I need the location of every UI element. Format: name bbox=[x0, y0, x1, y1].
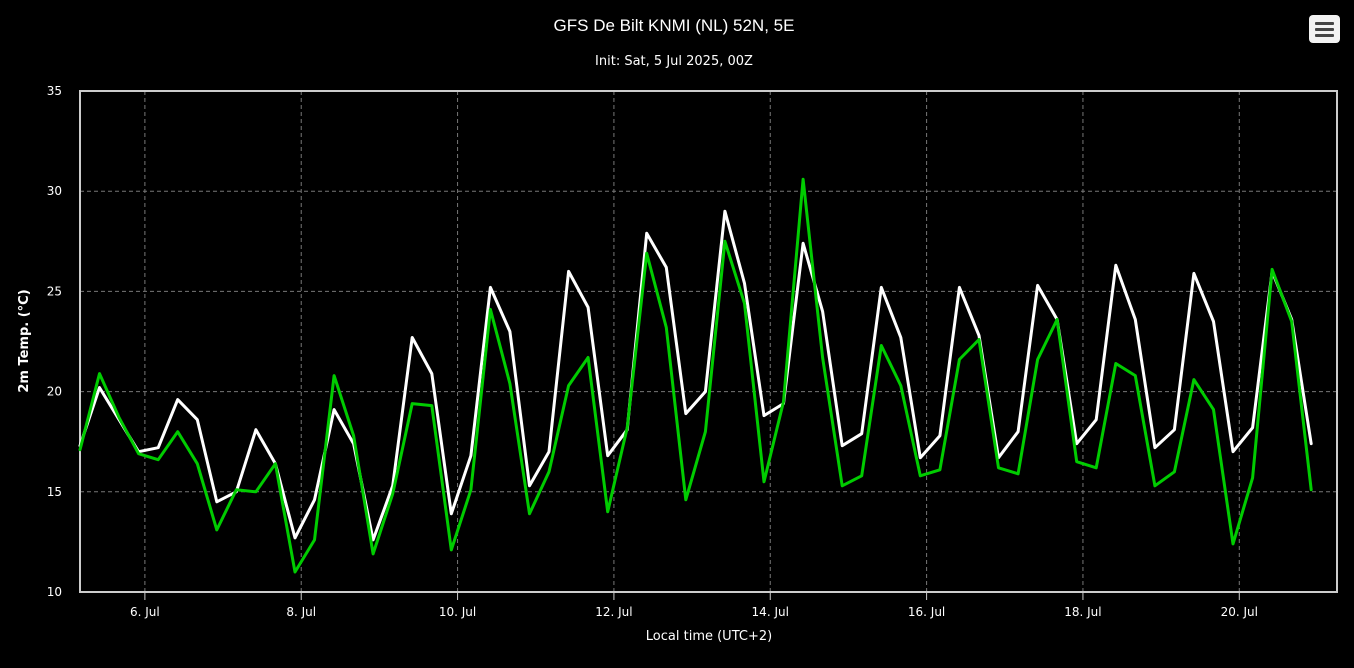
x-tick-label: 18. Jul bbox=[1064, 605, 1101, 619]
y-tick-label: 30 bbox=[47, 184, 62, 198]
y-tick-label: 25 bbox=[47, 284, 62, 298]
chart-subtitle: Init: Sat, 5 Jul 2025, 00Z bbox=[595, 54, 753, 69]
x-tick-label: 14. Jul bbox=[752, 605, 789, 619]
y-tick-label: 35 bbox=[47, 84, 62, 98]
axes: 10 15 20 25 30 35 6. Jul 8. Jul 10. Jul 12. Jul 14… bbox=[47, 84, 1258, 619]
plot-area-border bbox=[79, 90, 1338, 593]
chart-title: GFS De Bilt KNMI (NL) 52N, 5E bbox=[554, 16, 795, 35]
y-tick-label: 10 bbox=[47, 585, 62, 599]
x-tick-label: 8. Jul bbox=[286, 605, 316, 619]
hamburger-menu-icon[interactable] bbox=[1309, 15, 1340, 43]
grid bbox=[80, 91, 1337, 592]
series-layer bbox=[78, 177, 1313, 574]
y-tick-label: 15 bbox=[47, 485, 62, 499]
x-tick-label: 20. Jul bbox=[1221, 605, 1258, 619]
series-line-white bbox=[78, 209, 1313, 542]
x-axis-title: Local time (UTC+2) bbox=[646, 629, 772, 644]
x-tick-label: 12. Jul bbox=[595, 605, 632, 619]
series-line-green bbox=[78, 177, 1313, 574]
y-tick-label: 20 bbox=[47, 385, 62, 399]
x-tick-label: 6. Jul bbox=[130, 605, 160, 619]
y-axis-title: 2m Temp. (°C) bbox=[17, 289, 32, 392]
x-tick-label: 10. Jul bbox=[439, 605, 476, 619]
x-tick-label: 16. Jul bbox=[908, 605, 945, 619]
